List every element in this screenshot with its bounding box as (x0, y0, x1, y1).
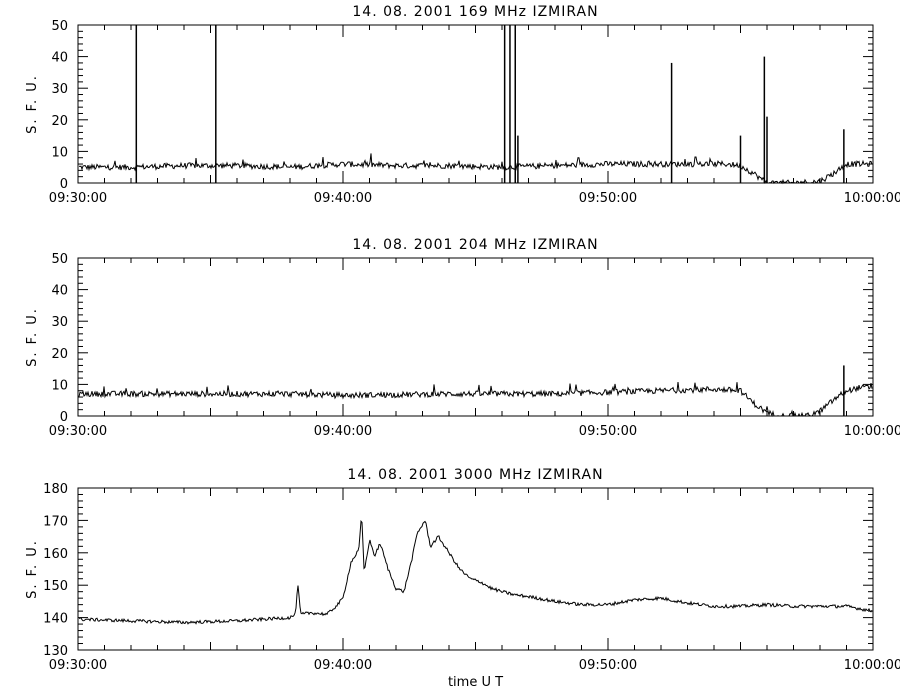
x-tick-label: 09:50:00 (579, 191, 637, 206)
y-tick-label: 30 (51, 82, 68, 97)
x-tick-label: 09:30:00 (49, 658, 107, 673)
x-tick-label: 09:40:00 (314, 658, 372, 673)
x-axis-label: time U T (448, 675, 503, 690)
x-tick-label: 09:50:00 (579, 658, 637, 673)
y-tick-label: 20 (51, 114, 68, 129)
x-tick-label: 09:40:00 (314, 191, 372, 206)
y-axis-label: S. F. U. (25, 539, 40, 599)
y-tick-label: 150 (43, 579, 68, 594)
chart-title: 14. 08. 2001 3000 MHz IZMIRAN (347, 467, 603, 483)
y-axis-label: S. F. U. (25, 307, 40, 367)
chart-title: 14. 08. 2001 204 MHz IZMIRAN (352, 237, 598, 253)
chart-panel-1: 14. 08. 2001 169 MHz IZMIRAN S. F. U. 0 10 2… (25, 4, 900, 206)
chart-panel-2: 14. 08. 2001 204 MHz IZMIRAN S. F. U. 0 10 2… (25, 237, 900, 439)
y-tick-label: 180 (43, 482, 68, 497)
x-tick-label: 10:00:00 (844, 191, 900, 206)
x-tick-label: 09:40:00 (314, 424, 372, 439)
y-tick-label: 30 (51, 315, 68, 330)
y-tick-label: 10 (51, 378, 68, 393)
series-line-1 (78, 520, 873, 625)
x-tick-label: 10:00:00 (844, 658, 900, 673)
x-tick-label: 09:30:00 (49, 191, 107, 206)
y-tick-label: 20 (51, 347, 68, 362)
y-tick-label: 10 (51, 145, 68, 160)
x-tick-label: 10:00:00 (844, 424, 900, 439)
plot-frame (77, 487, 874, 651)
y-tick-label: 160 (43, 547, 68, 562)
x-tick-label: 09:30:00 (49, 424, 107, 439)
y-axis-label: S. F. U. (25, 74, 40, 134)
y-tick-label: 50 (51, 252, 68, 267)
y-tick-label: 140 (43, 612, 68, 627)
series-line-1 (78, 382, 873, 417)
y-tick-label: 50 (51, 19, 68, 34)
y-tick-label: 40 (51, 284, 68, 299)
y-tick-label: 0 (60, 177, 68, 192)
chart-title: 14. 08. 2001 169 MHz IZMIRAN (352, 4, 598, 20)
plot-frame (77, 24, 874, 184)
y-tick-label: 170 (43, 514, 68, 529)
y-tick-label: 0 (60, 410, 68, 425)
y-tick-label: 130 (43, 644, 68, 659)
y-tick-label: 40 (51, 51, 68, 66)
chart-panel-3: 14. 08. 2001 3000 MHz IZMIRAN S. F. U. 130… (25, 467, 900, 690)
x-tick-label: 09:50:00 (579, 424, 637, 439)
